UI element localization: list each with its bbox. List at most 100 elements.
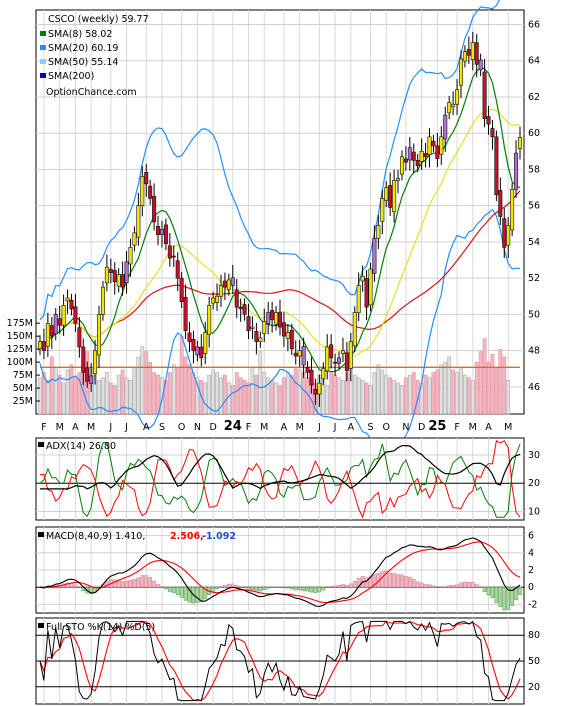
volume-bar — [171, 364, 176, 415]
volume-bar — [490, 354, 495, 415]
macd-hist-bar — [494, 586, 499, 604]
legend-swatch-sma20 — [40, 45, 46, 50]
candle-body — [179, 277, 184, 302]
macd-hist-bar — [293, 586, 298, 591]
macd-hist-bar — [435, 586, 440, 588]
macd-hist-bar — [345, 585, 349, 588]
volume-axis: 175M 150M 125M 100M 75M 50M 25M — [7, 318, 40, 407]
candle-body — [195, 346, 200, 356]
candle-body — [207, 305, 212, 335]
price-tick-label: 64 — [528, 56, 540, 67]
volume-bar — [42, 372, 46, 415]
candle-body — [69, 299, 74, 310]
volume-tick-label: 50M — [13, 383, 33, 394]
plus-di-line — [39, 442, 521, 518]
volume-bar — [459, 367, 463, 415]
candle-body — [482, 71, 487, 119]
volume-bar — [49, 356, 54, 415]
sto-panel: 80 50 20 Full STO %K(14) %D(5) — [35, 617, 540, 705]
candle-body — [313, 389, 318, 395]
macd-hist-bar — [238, 586, 243, 588]
x-tick-label: S — [367, 422, 373, 433]
x-tick-label: 24 — [224, 419, 242, 434]
candle-body — [435, 145, 440, 159]
candle-body — [317, 382, 322, 395]
volume-bar — [148, 361, 153, 415]
candle-body — [234, 289, 239, 308]
x-tick-label: J — [108, 422, 112, 433]
candle-body — [455, 89, 460, 105]
candle-body — [187, 332, 192, 342]
volume-bar — [282, 377, 286, 415]
macd-hist-bar — [364, 577, 369, 588]
volume-bar — [498, 348, 503, 415]
macd-hist-bar — [140, 575, 145, 588]
candle-body — [364, 278, 369, 308]
volume-bar — [105, 372, 109, 415]
volume-bar — [132, 367, 137, 415]
macd-signal-value: 2.506, — [170, 531, 204, 542]
volume-bar — [293, 367, 298, 415]
macd-hist-bar — [321, 586, 326, 591]
adx-tick-label: 10 — [528, 507, 540, 518]
candle-body — [423, 153, 428, 158]
volume-bar — [301, 372, 306, 415]
macd-hist-bar — [266, 586, 271, 589]
volume-bar — [266, 377, 271, 415]
volume-bar — [128, 380, 133, 415]
price-tick-label: 56 — [528, 201, 540, 212]
volume-bar — [124, 377, 129, 415]
volume-bar — [238, 377, 243, 415]
candle-body — [325, 346, 330, 372]
volume-bar — [329, 372, 333, 415]
candle-body — [388, 185, 393, 208]
volume-bar — [250, 367, 255, 415]
volume-tick-label: 25M — [13, 396, 33, 407]
vertical-gridlines — [43, 10, 509, 414]
candle-body — [45, 323, 50, 347]
candle-body — [392, 179, 397, 213]
macd-hist-bar — [215, 586, 219, 590]
volume-bars — [38, 335, 520, 415]
candle-body — [329, 344, 334, 359]
volume-bar — [396, 382, 400, 415]
macd-hist-bar — [518, 586, 522, 596]
volume-bar — [427, 377, 432, 415]
macd-hist-bar — [423, 584, 428, 588]
macd-hist-bar — [112, 579, 117, 588]
volume-tick-label: 150M — [7, 331, 33, 342]
volume-bar — [101, 377, 105, 415]
sto-k-line — [39, 620, 521, 702]
candle-body — [246, 316, 251, 331]
volume-bar — [360, 380, 365, 415]
macd-tick-label: 6 — [528, 531, 534, 542]
candle-body — [478, 59, 483, 71]
volume-bar — [223, 374, 227, 415]
candle-body — [344, 352, 349, 371]
macd-hist-bar — [187, 586, 192, 603]
volume-bar — [274, 382, 278, 415]
candle-body — [305, 366, 310, 373]
candle-body — [462, 51, 467, 62]
macd-hist-bar — [411, 579, 416, 588]
macd-tick-label: 4 — [528, 548, 534, 559]
candle-body — [333, 361, 338, 364]
macd-hist-bar — [470, 582, 475, 588]
macd-hist-bar — [392, 573, 396, 588]
x-axis-labels: F M A M J J A S O N D 24 F M A M J J A S O N D 25 F M A M — [41, 419, 512, 434]
macd-hist-bar — [341, 584, 345, 588]
candle-body — [281, 322, 286, 337]
candle-body — [61, 305, 66, 326]
macd-hist-bar — [431, 585, 436, 588]
adx-tick-label: 20 — [528, 478, 540, 489]
macd-hist-bar — [282, 586, 286, 589]
candle-body — [211, 297, 216, 304]
candle-body — [274, 312, 279, 325]
candle-body — [222, 280, 227, 288]
candle-body — [167, 245, 172, 259]
volume-bar — [46, 380, 50, 415]
macd-hist-bar — [148, 577, 153, 588]
x-tick-label: M — [260, 422, 268, 433]
macd-hist-bar — [439, 586, 444, 588]
x-tick-label: N — [402, 422, 409, 433]
